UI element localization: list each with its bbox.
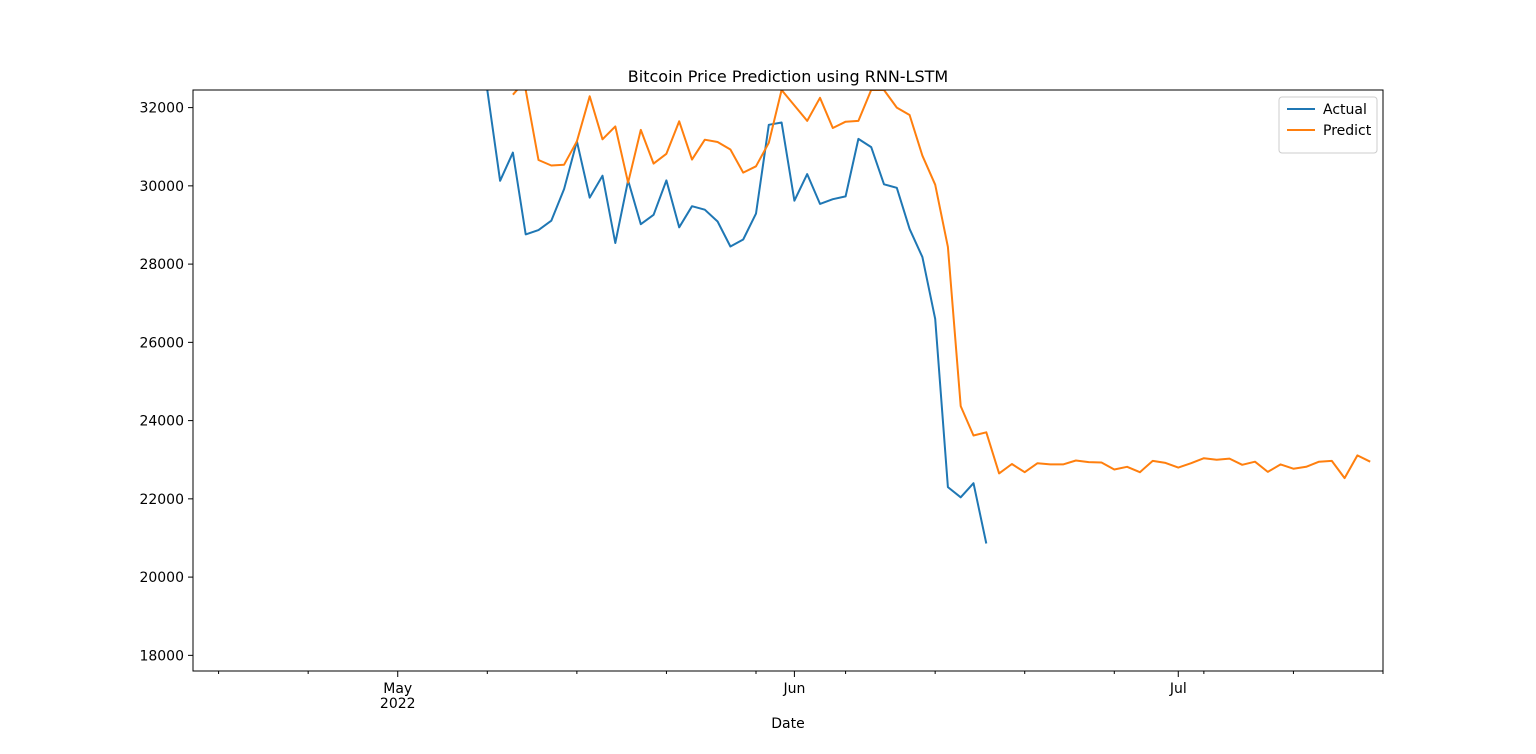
x-tick-label: Jul	[1169, 681, 1187, 697]
plot-frame	[192, 89, 1384, 672]
x-tick-label: May	[383, 681, 412, 697]
y-axis: 18000 20000 22000 24000 26000 28000 30000 32000	[139, 101, 193, 664]
x-axis-label: Date	[771, 716, 804, 732]
series-layer	[486, 90, 1371, 544]
y-tick-label: 18000	[139, 648, 184, 664]
legend-label: Predict	[1323, 123, 1372, 139]
series-line-actual	[486, 90, 988, 544]
y-tick-label: 32000	[139, 101, 184, 117]
series-line-predict	[512, 90, 1371, 480]
y-tick-label: 26000	[139, 335, 184, 351]
legend: Actual Predict	[1278, 96, 1378, 154]
legend-label: Actual	[1323, 102, 1367, 118]
chart-title: Bitcoin Price Prediction using RNN-LSTM	[628, 67, 948, 86]
legend-box	[1278, 96, 1378, 154]
x-tick-label: Jun	[782, 681, 805, 697]
y-tick-label: 20000	[139, 570, 184, 586]
y-tick-label: 22000	[139, 492, 184, 508]
x-tick-sublabel: 2022	[380, 696, 416, 712]
y-tick-label: 28000	[139, 257, 184, 273]
y-tick-label: 30000	[139, 179, 184, 195]
y-tick-label: 24000	[139, 414, 184, 430]
